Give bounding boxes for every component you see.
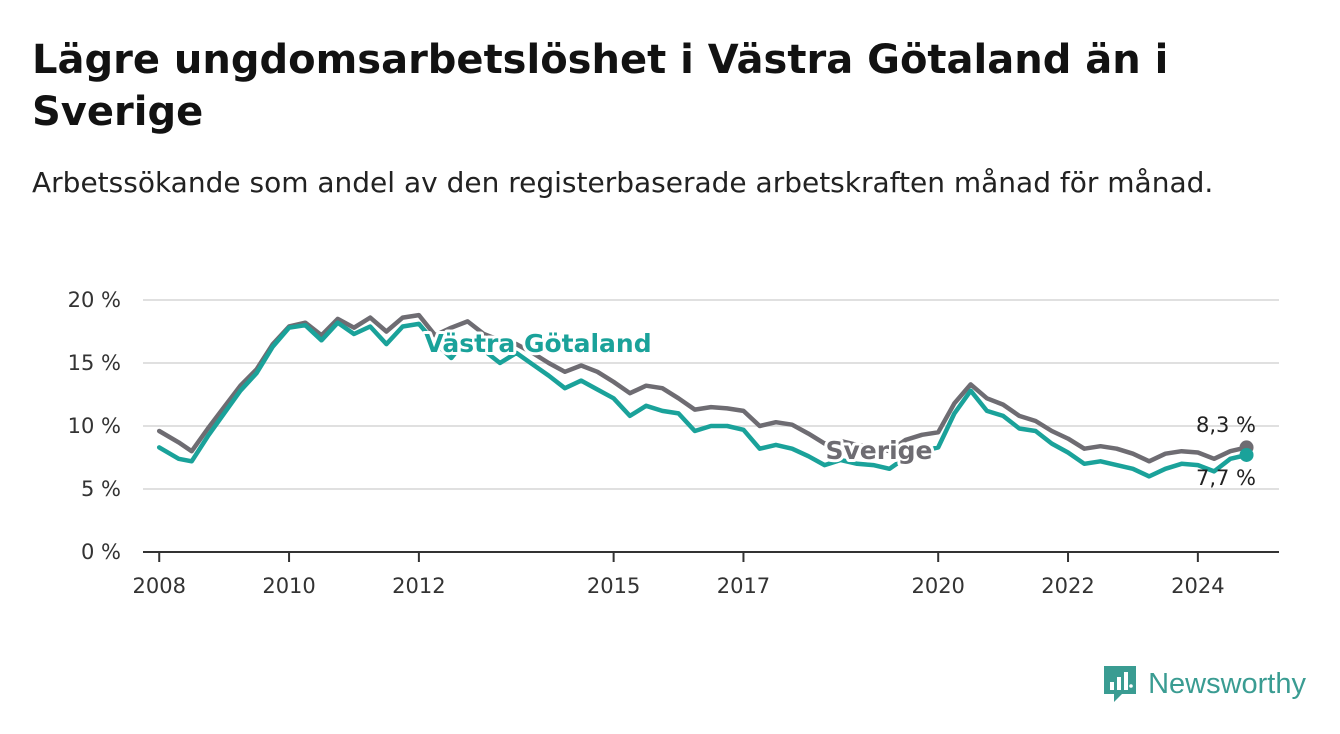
line-chart: 0 %5 %10 %15 %20 % 2008 2010 2012 2015 2017 2…: [68, 288, 1279, 598]
newsworthy-logo-icon: [1104, 666, 1137, 702]
chart-subtitle: Arbetssökande som andel av den registerb…: [32, 166, 1214, 199]
series-name-label: Västra Götaland: [424, 329, 651, 358]
y-tick-label: 0 %: [81, 540, 121, 564]
brand-name: Newsworthy: [1148, 667, 1306, 700]
series-lines: [156, 312, 1254, 479]
x-axis-ticks: 2008 2010 2012 2015 2017 2020 2022 2024: [133, 552, 1225, 598]
y-tick-label: 5 %: [81, 477, 121, 501]
x-tick-label: 2010: [262, 574, 315, 598]
y-tick-label: 15 %: [68, 351, 121, 375]
y-axis-ticks: 0 % 5 % 10 % 15 % 20 %: [68, 288, 121, 564]
chart-title: Lägre ungdomsarbetslöshet i Västra Götal…: [32, 37, 1169, 135]
series-end-marker-1: [1239, 447, 1254, 462]
brand-logo: Newsworthy: [1102, 664, 1306, 704]
series-name-label: Sverige: [825, 436, 932, 465]
series-end-label: 8,3 %: [1196, 413, 1256, 437]
x-tick-label: 2022: [1041, 574, 1094, 598]
x-tick-label: 2017: [717, 574, 770, 598]
series-line-0: [156, 312, 1249, 464]
x-tick-label: 2020: [911, 574, 964, 598]
series-line-1: [156, 320, 1249, 479]
x-tick-label: 2024: [1171, 574, 1224, 598]
y-tick-label: 20 %: [68, 288, 121, 312]
x-tick-label: 2015: [587, 574, 640, 598]
gridlines: [143, 299, 1279, 553]
series-labels: Sverige Västra Götaland 8,3 % 7,7 %: [421, 326, 1256, 490]
series-end-label: 7,7 %: [1196, 466, 1256, 490]
x-tick-label: 2012: [392, 574, 445, 598]
x-tick-label: 2008: [133, 574, 186, 598]
y-tick-label: 10 %: [68, 414, 121, 438]
